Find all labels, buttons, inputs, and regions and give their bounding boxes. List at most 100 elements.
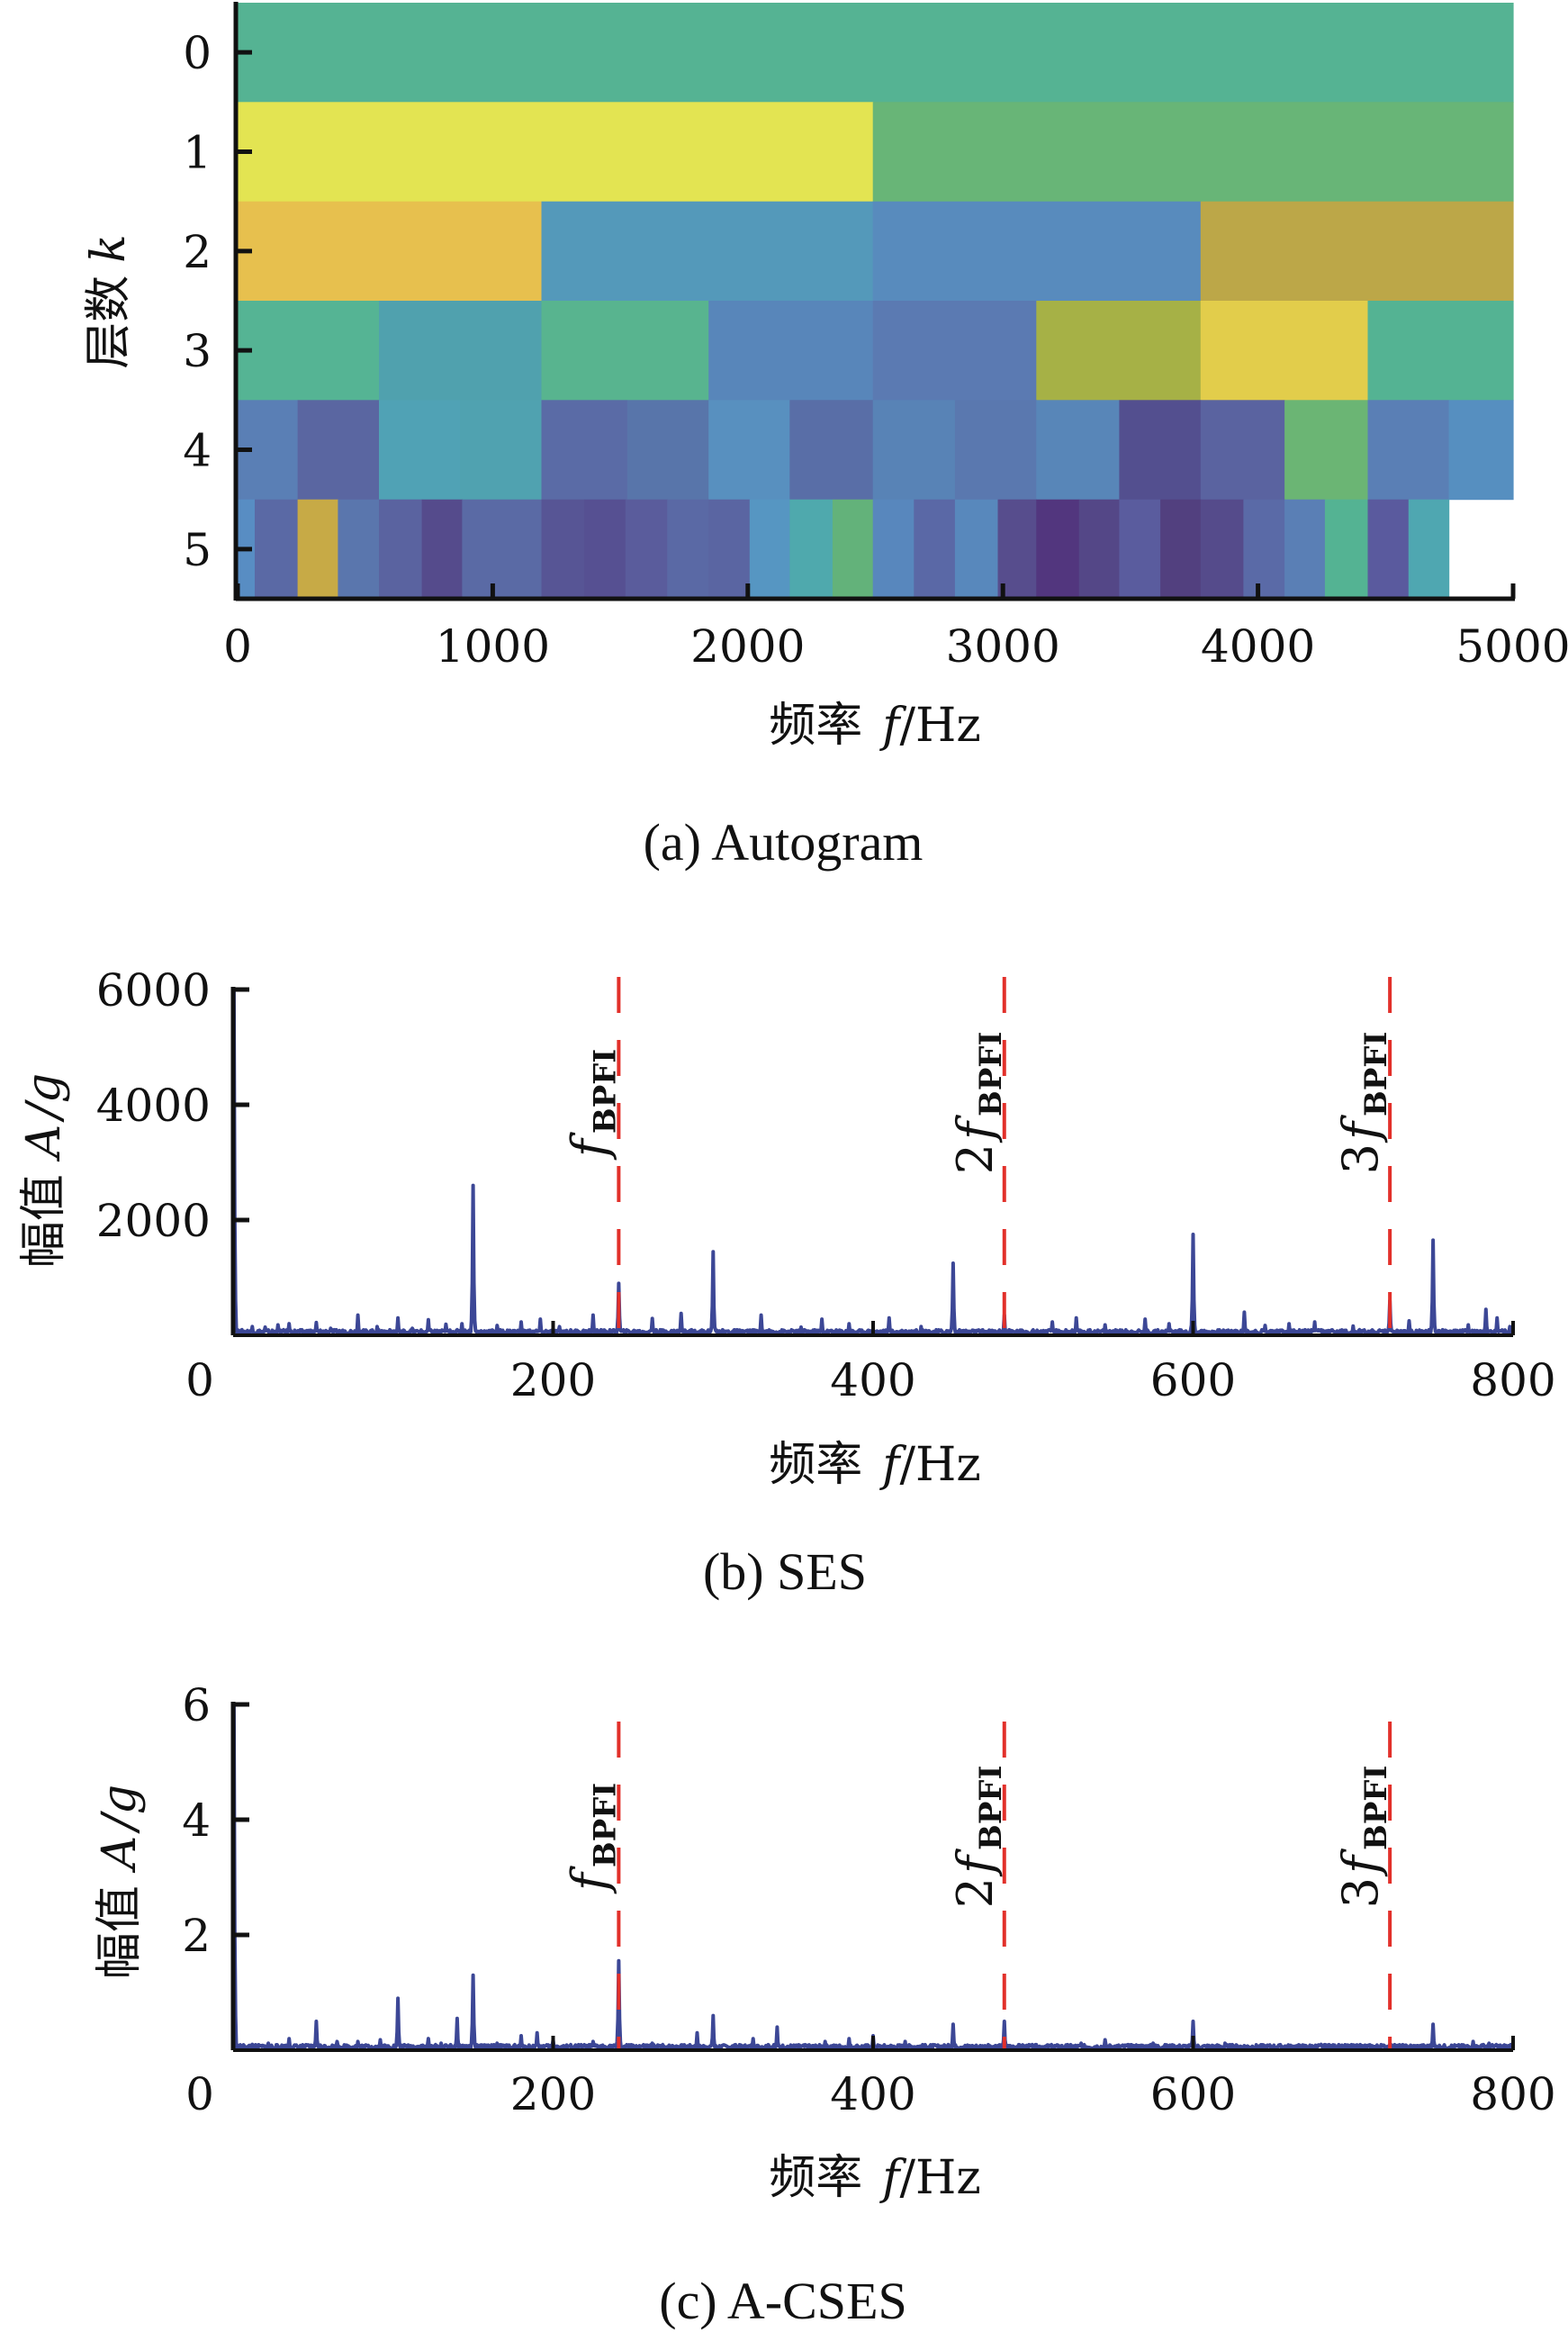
heatmap-cell-level-4-band-5 [626,400,709,501]
y-tick-label: 6000 [96,964,211,1017]
heatmap-cell-level-5-band-28 [1408,499,1450,600]
heatmap-cell-level-3-band-1 [379,301,543,401]
marker-label-subscript: BPFI [973,1766,1009,1850]
marker-label-symbol: f [947,1115,1004,1143]
x-tick-label: 400 [830,2068,915,2120]
bpfi-marker-label-3: 3fBPFI [1332,1032,1394,1175]
x-tick-label: 800 [1470,1354,1555,1406]
heatmap-cell-level-4-band-3 [460,400,543,501]
heatmap-cell-level-5-band-6 [462,499,543,600]
x-title-text: 频率 [769,1438,862,1492]
heatmap-cell-level-5-band-7 [541,499,585,600]
heatmap-cell-level-5-band-1 [255,499,299,600]
a-cses-x-axis-title: 频率 f/Hz [769,2151,981,2205]
x-tick-label: 0 [223,620,252,673]
y-tick-label: 3 [183,325,212,377]
heatmap-cell-level-5-band-20 [1078,499,1121,600]
heatmap-cell-level-4-band-2 [379,400,461,501]
y-tick-label: 4 [183,425,212,477]
x-tick-label: 0 [185,2068,214,2120]
heatmap-cell-level-5-band-26 [1324,499,1369,600]
a-cses-y-ticks: 2 4 6 [182,1679,249,1962]
x-title-unit: /Hz [900,699,981,753]
heatmap-cell-level-4-band-8 [872,400,956,501]
y-title-symbol: k [82,234,136,263]
y-title-symbol: A [17,1125,71,1162]
heatmap-cell-level-5-band-9 [625,499,668,600]
caption-b: (b) SES [703,1542,867,1601]
marker-label-symbol: f [947,1848,1004,1877]
marker-label-subscript: BPFI [1358,1032,1394,1116]
heatmap-cell-level-5-band-17 [954,499,999,600]
y-title-text: 层数 [82,276,136,369]
marker-label-subscript: BPFI [973,1032,1009,1116]
heatmap-cell-level-5-band-14 [832,499,874,600]
heatmap-cell-level-4-band-4 [541,400,628,501]
a-cses-bpfi-marker-overlays [617,1722,1392,2050]
heatmap-y-ticks: 0 1 2 3 4 5 [183,27,252,576]
y-tick-label: 6 [182,1679,211,1731]
heatmap-cell-level-4-band-14 [1367,400,1450,501]
heatmap-cell-level-3-band-0 [238,301,380,401]
x-title-unit: /Hz [900,2151,981,2205]
heatmap-cell-level-5-band-2 [297,499,338,600]
heatmap-cell-level-5-band-12 [749,499,790,600]
x-tick-label: 4000 [1201,620,1315,673]
bpfi-marker-label-2: 2fBPFI [947,1766,1009,1909]
heatmap-cell-level-5-band-10 [667,499,709,600]
heatmap-cell-level-1-band-0 [238,102,874,203]
heatmap-cell-level-2-band-1 [541,201,874,302]
caption-a: (a) Autogram [644,813,924,872]
heatmap-cell-level-3-band-2 [541,301,709,401]
x-tick-label: 600 [1150,2068,1236,2120]
marker-label-subscript: BPFI [587,1049,623,1134]
heatmap-cell-level-4-band-11 [1119,400,1202,501]
x-tick-label: 600 [1150,1354,1236,1406]
x-tick-label: 5000 [1455,620,1568,673]
heatmap-cell-level-3-band-6 [1200,301,1368,401]
x-tick-label: 800 [1470,2068,1555,2120]
y-tick-label: 2 [182,1910,211,1962]
heatmap-cells [238,3,1514,600]
y-title-unit: /g [17,1073,71,1124]
y-tick-label: 0 [183,27,212,79]
ses-x-ticks: 0 200 400 600 800 [185,1321,1556,1406]
heatmap-cell-level-5-band-8 [584,499,626,600]
heatmap-cell-level-5-band-13 [789,499,834,600]
heatmap-cell-level-5-band-16 [914,499,956,600]
heatmap-cell-level-5-band-24 [1243,499,1285,600]
y-title-text: 幅值 [17,1174,71,1268]
marker-label-multiplier: 2 [947,1877,1004,1908]
a-cses-x-ticks: 0 200 400 600 800 [185,2036,1556,2120]
x-tick-label: 2000 [690,620,805,673]
heatmap-cell-level-4-band-13 [1284,400,1369,501]
bpfi-marker-label-3: 3fBPFI [1332,1766,1394,1909]
heatmap-cell-level-4-band-6 [708,400,790,501]
marker-label-multiplier: 3 [1332,1877,1389,1908]
y-tick-label: 2000 [96,1195,211,1247]
heatmap-cell-level-5-band-22 [1160,499,1202,600]
ses-y-axis-title: 幅值 A/g [17,1073,71,1268]
heatmap-cell-level-4-band-12 [1200,400,1285,501]
heatmap-cell-level-5-band-18 [997,499,1037,600]
heatmap-cell-level-1-band-1 [872,102,1514,203]
marker-label-symbol: f [1332,1848,1389,1877]
marker-label-symbol: f [561,1132,617,1161]
bpfi-marker-label-1: fBPFI [561,1783,623,1894]
y-tick-label: 4 [182,1794,211,1847]
heatmap-cell-level-5-band-27 [1367,499,1410,600]
heatmap-cell-level-3-band-3 [708,301,874,401]
marker-label-multiplier: 3 [1332,1143,1389,1174]
heatmap-cell-level-5-band-21 [1119,499,1161,600]
heatmap-cell-level-5-band-3 [338,499,380,600]
x-title-text: 频率 [769,2151,862,2205]
ses-spectrum-line [231,988,1515,1336]
heatmap-cell-level-3-band-7 [1367,301,1514,401]
heatmap-cell-level-3-band-4 [872,301,1037,401]
heatmap-cell-level-4-band-15 [1448,400,1514,501]
a-cses-spectrum-line [231,1703,1515,2051]
marker-label-multiplier: 2 [947,1143,1004,1174]
heatmap-cell-level-5-band-4 [379,499,423,600]
